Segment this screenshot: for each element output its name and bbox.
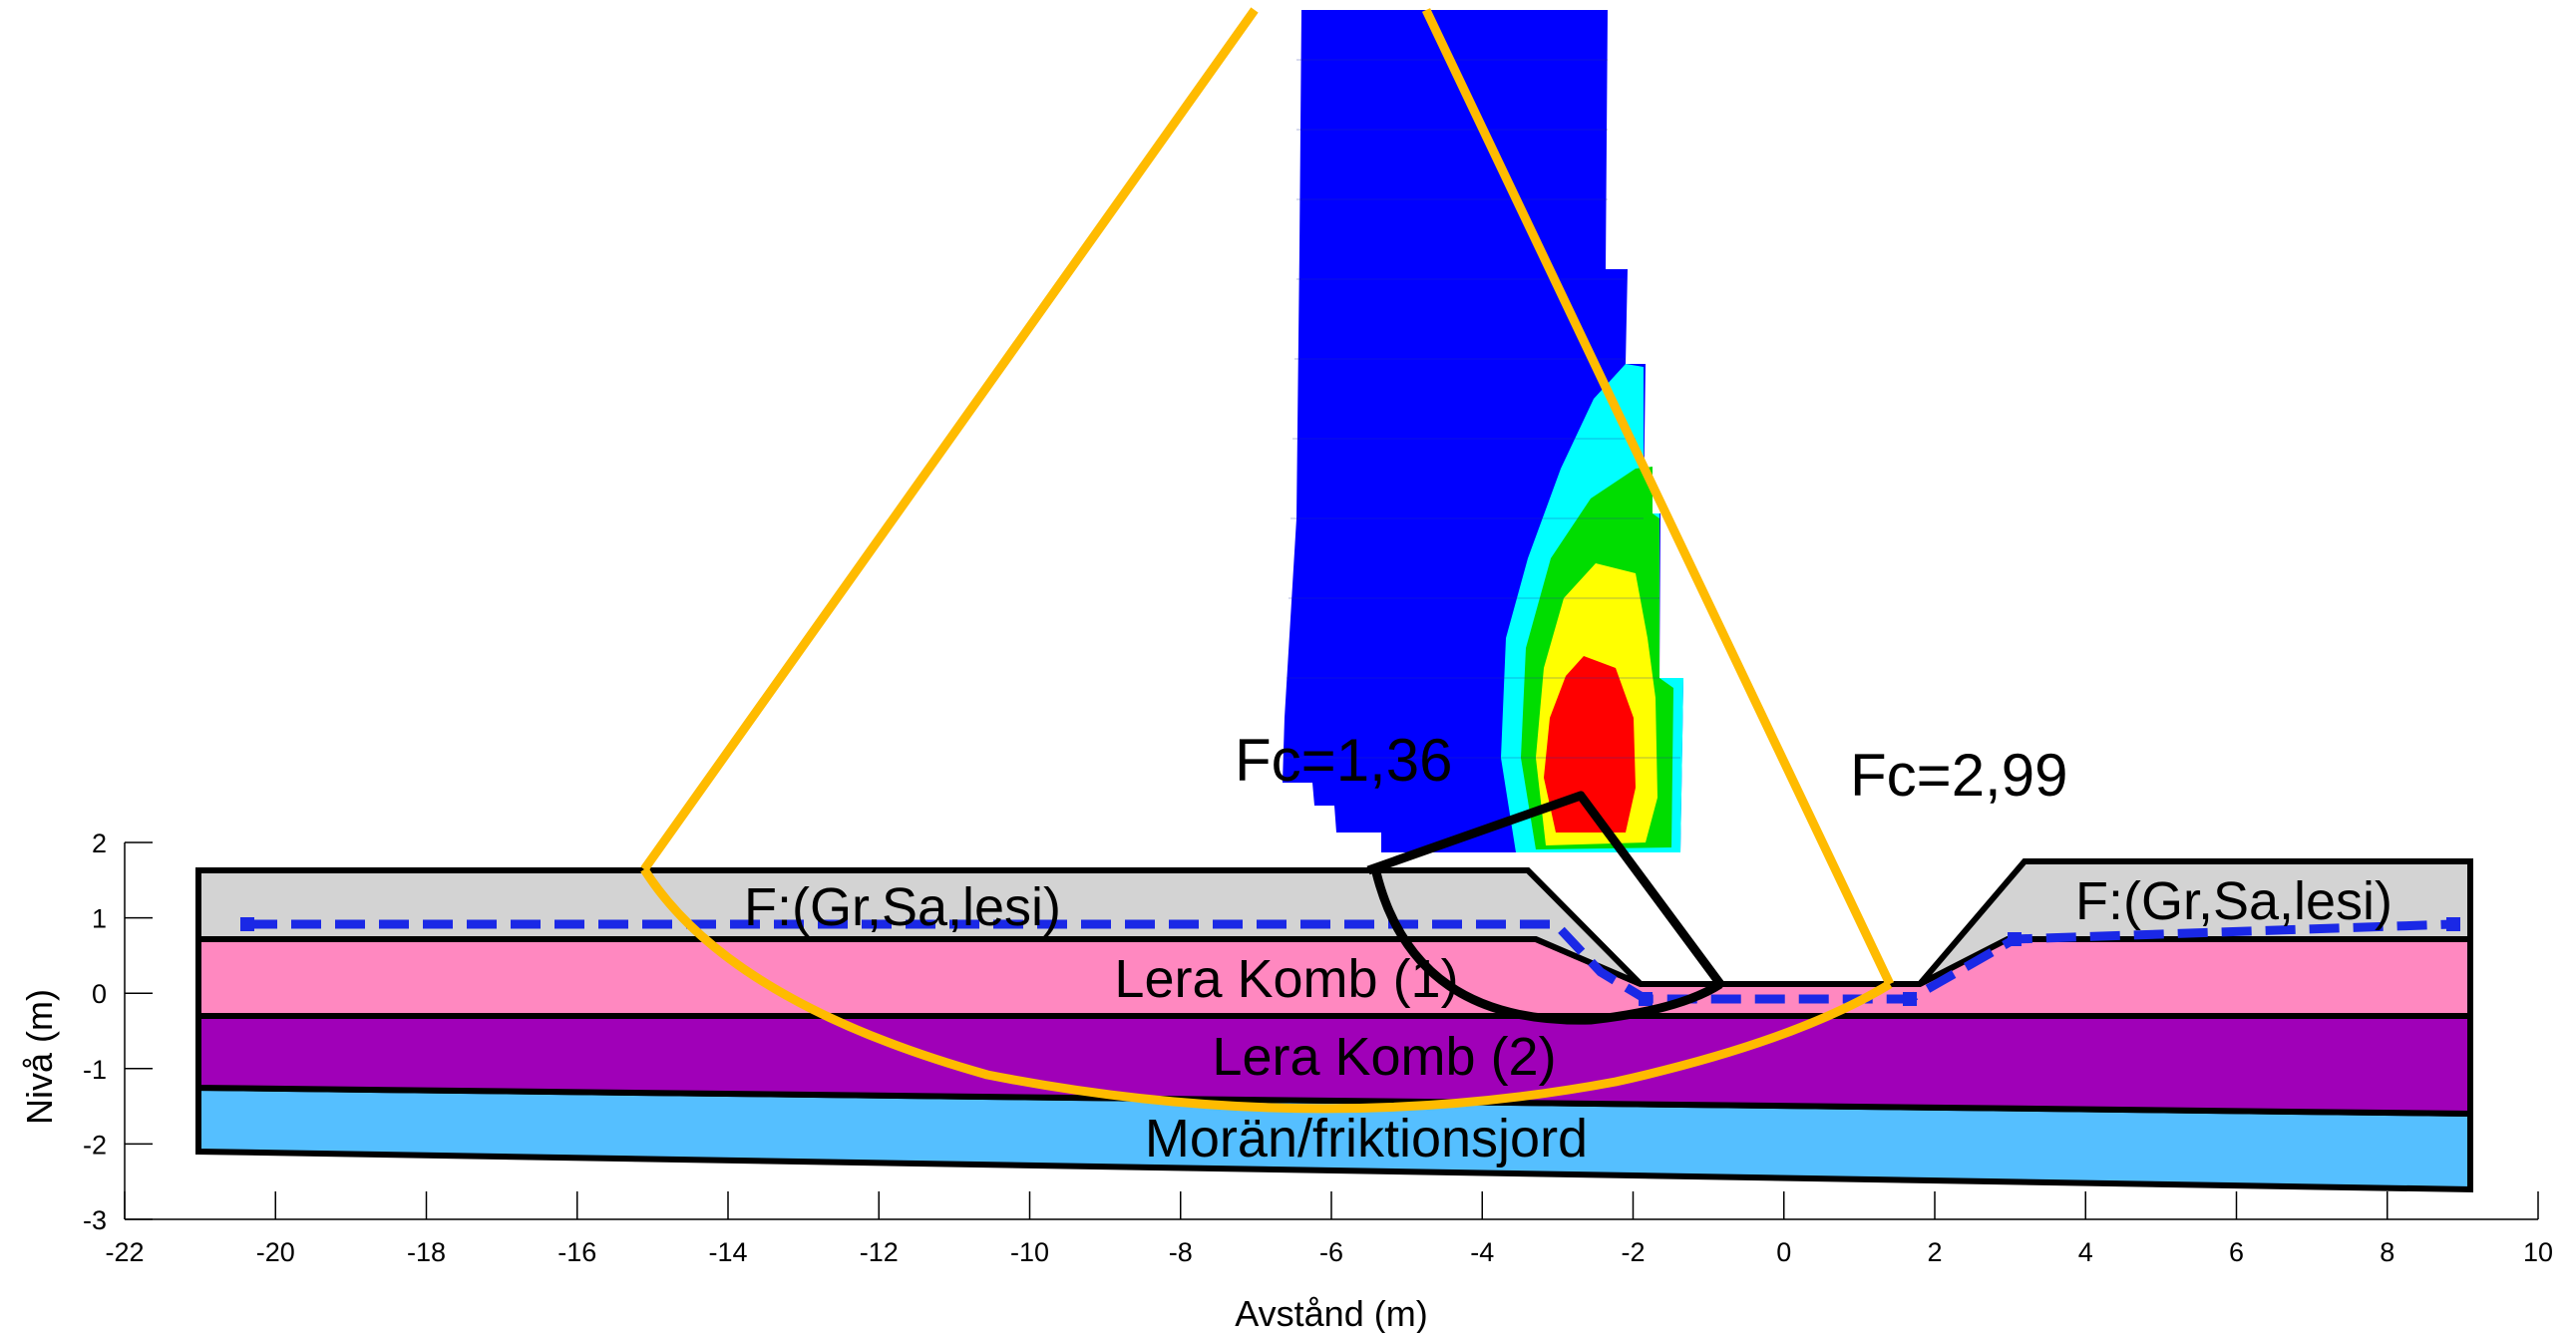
- y-axis-title: Nivå (m): [19, 989, 60, 1125]
- y-tick-label: -3: [83, 1205, 107, 1235]
- safety-factor-label-299: Fc=2,99: [1850, 742, 2067, 809]
- x-tick-label: 0: [1776, 1237, 1791, 1267]
- x-tick-label: 2: [1927, 1237, 1942, 1267]
- x-ticks: -22 -20 -18 -16 -14 -12 -10 -8 -6 -4 -2 0 2 4 6 8 10: [105, 1191, 2553, 1267]
- x-tick-label: -14: [708, 1237, 747, 1267]
- x-tick-label: 10: [2523, 1237, 2553, 1267]
- slip-surface-fc-136: [1366, 791, 1724, 1025]
- x-tick-label: 6: [2229, 1237, 2244, 1267]
- x-tick-label: -18: [407, 1237, 446, 1267]
- layer-fill-right: [1917, 858, 2473, 987]
- x-tick-label: -12: [860, 1237, 899, 1267]
- x-tick-label: -8: [1169, 1237, 1193, 1267]
- contour-red-zone: [1544, 656, 1636, 833]
- y-tick-label: 0: [92, 979, 107, 1009]
- slip-surface-fc-299: [640, 7, 1895, 1114]
- y-tick-label: 1: [92, 904, 107, 934]
- layer-label-clay-1: Lera Komb (1): [1114, 949, 1458, 1009]
- x-tick-label: -4: [1470, 1237, 1494, 1267]
- chart-axes: -22 -20 -18 -16 -14 -12 -10 -8 -6 -4 -2 0 2 4 6 8 10 210…: [19, 829, 2553, 1333]
- contour-field: [1283, 10, 1683, 852]
- x-tick-label: -22: [105, 1237, 144, 1267]
- layer-label-fill-right: F:(Gr,Sa,lesi): [2075, 871, 2392, 931]
- x-tick-label: -20: [256, 1237, 295, 1267]
- contour-mesh-lines: [1285, 59, 1680, 759]
- y-ticks: 2 1 0 -1 -2 -3: [83, 829, 153, 1235]
- safety-factor-label-136: Fc=1,36: [1235, 727, 1452, 794]
- y-tick-label: -2: [83, 1130, 107, 1160]
- x-tick-label: 8: [2380, 1237, 2394, 1267]
- x-tick-label: -16: [557, 1237, 596, 1267]
- x-tick-label: -2: [1621, 1237, 1645, 1267]
- x-tick-label: 4: [2078, 1237, 2093, 1267]
- layer-label-moraine: Morän/friktionsjord: [1145, 1109, 1588, 1168]
- layer-label-clay-2: Lera Komb (2): [1212, 1027, 1556, 1087]
- groundwater-line: [247, 919, 2454, 1004]
- groundwater-markers: [240, 917, 2460, 1006]
- y-tick-label: -1: [83, 1055, 107, 1085]
- layer-label-fill-left: F:(Gr,Sa,lesi): [744, 877, 1061, 937]
- x-tick-label: -10: [1010, 1237, 1049, 1267]
- x-tick-label: -6: [1319, 1237, 1343, 1267]
- y-tick-label: 2: [92, 829, 107, 858]
- x-axis-title: Avstånd (m): [1235, 1293, 1427, 1333]
